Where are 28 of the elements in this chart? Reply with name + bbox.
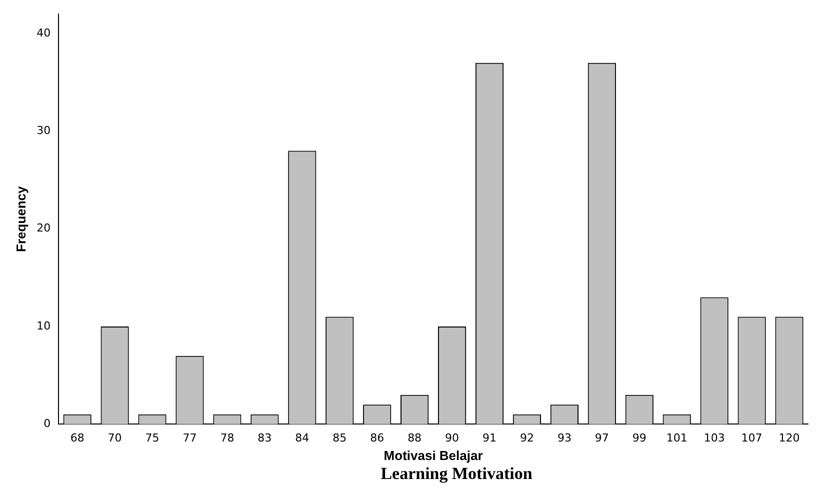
y-tick-label: 30 <box>36 124 51 138</box>
x-tick-label: 97 <box>594 432 609 445</box>
x-tick-label: 75 <box>145 432 160 445</box>
x-tick-label: 93 <box>557 432 572 445</box>
y-axis-title: Frequency <box>13 185 28 252</box>
x-tick-label: 78 <box>220 432 234 445</box>
x-tick-label: 120 <box>778 432 800 445</box>
x-tick-label: 90 <box>445 432 460 445</box>
x-tick-label: 77 <box>182 432 197 445</box>
x-tick-label: 86 <box>370 432 384 445</box>
x-tick-label: 101 <box>666 432 688 445</box>
x-tick-label: 107 <box>741 432 762 445</box>
x-tick-label: 88 <box>408 432 422 445</box>
y-tick-label: 10 <box>36 319 51 332</box>
x-tick-label: 70 <box>108 432 122 445</box>
x-tick-label: 92 <box>520 432 534 445</box>
x-tick-label: 84 <box>295 432 310 445</box>
x-tick-label: 85 <box>332 432 347 445</box>
x-axis-title: Motivasi Belajar <box>384 448 483 463</box>
text: Learning Motivation <box>380 464 534 484</box>
x-tick-label: 68 <box>70 432 84 445</box>
x-tick-label: 91 <box>482 432 497 445</box>
y-tick-label: 20 <box>36 222 51 235</box>
x-tick-label: 83 <box>258 432 272 445</box>
y-tick-label: 40 <box>36 26 51 40</box>
y-tick-label: 0 <box>44 417 51 430</box>
x-tick-label: 103 <box>704 432 725 445</box>
x-tick-label: 99 <box>632 432 646 445</box>
